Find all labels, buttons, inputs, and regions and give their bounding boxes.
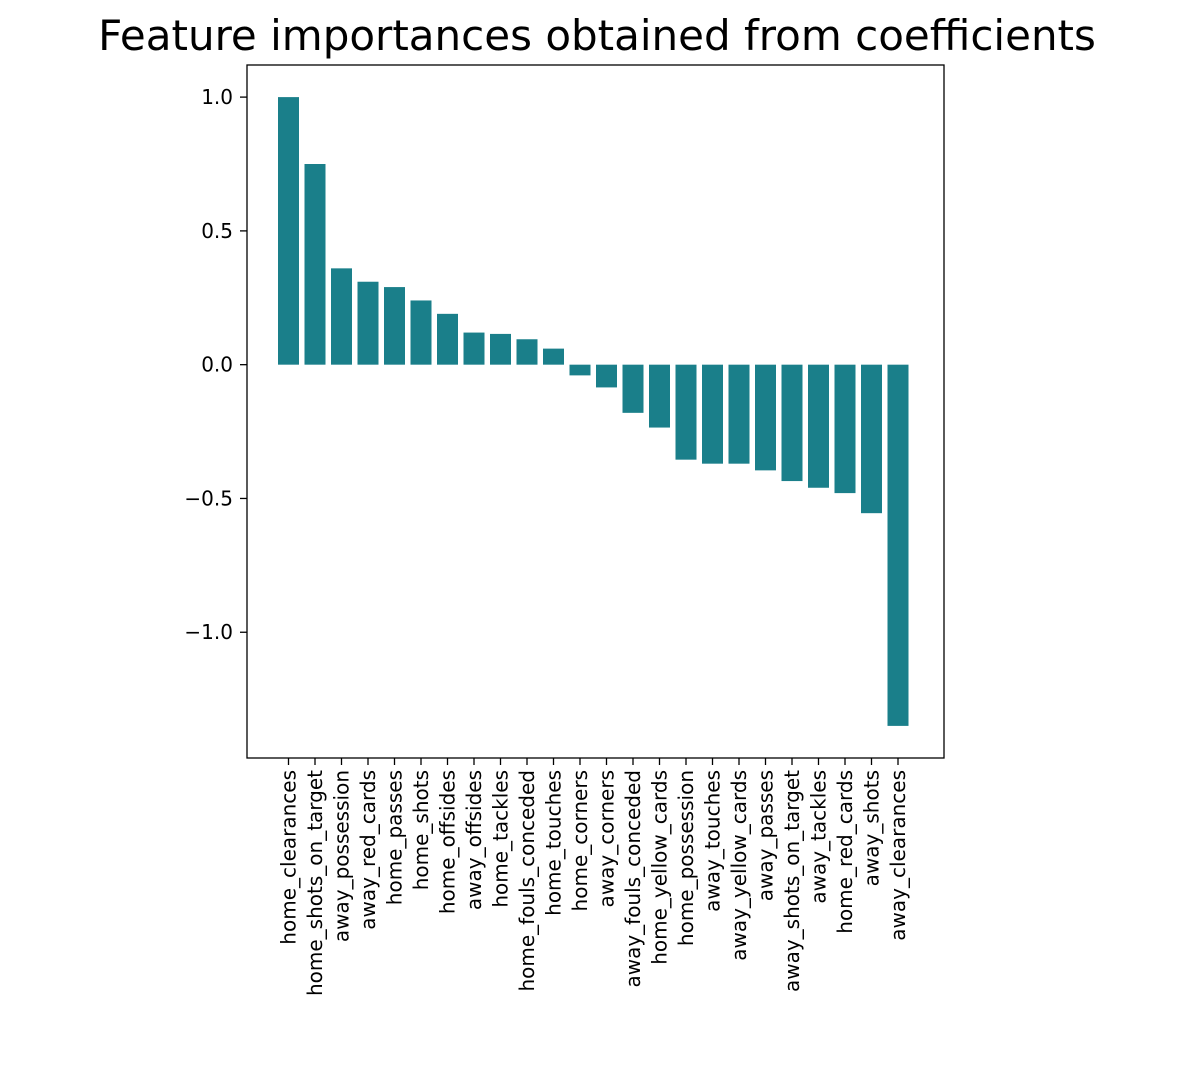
x-tick-label: away_yellow_cards [727, 770, 751, 961]
x-tick-label: home_yellow_cards [648, 770, 672, 965]
bar-away_fouls_conceded [622, 364, 644, 413]
y-tick-label: 0.0 [201, 353, 233, 377]
y-axis: 1.0 0.5 0.0 −0.5 −1.0 [184, 85, 247, 644]
bar-away_shots_on_target [781, 364, 803, 482]
bar-away_shots [861, 364, 882, 514]
x-tick-label: home_red_cards [833, 770, 857, 934]
bar-away_red_cards [357, 281, 379, 365]
x-tick-label: home_fouls_conceded [515, 770, 539, 992]
bar-away_possession [331, 268, 352, 365]
x-tick-label: home_tackles [489, 770, 513, 908]
plot-frame [246, 64, 945, 759]
x-tick-label: away_shots [860, 770, 884, 886]
bar-away_corners [596, 364, 617, 388]
x-tick-label: home_offsides [436, 770, 460, 914]
x-axis: home_clearances home_shots_on_target away_… [277, 758, 910, 996]
x-tick-label: away_fouls_conceded [621, 770, 645, 988]
y-tick-label: −1.0 [184, 620, 233, 644]
x-tick-label: home_shots [409, 770, 433, 890]
x-tick-label: home_possession [674, 770, 698, 946]
bar-home_corners [569, 364, 591, 376]
x-tick-label: away_clearances [886, 770, 910, 941]
x-tick-label: away_tackles [807, 770, 831, 904]
bar-home_touches [543, 348, 564, 365]
y-tick-label: 0.5 [201, 219, 233, 243]
y-tick-label: 1.0 [201, 85, 233, 109]
bar-away_tackles [808, 364, 829, 488]
chart-title: Feature importances obtained from coeffi… [98, 11, 1096, 60]
bar-home_clearances [278, 97, 299, 365]
bar-away_yellow_cards [728, 364, 750, 464]
x-tick-label: home_passes [383, 770, 407, 905]
x-tick-label: home_touches [542, 770, 566, 916]
x-tick-label: away_red_cards [356, 770, 380, 930]
bar-away_clearances [887, 364, 909, 726]
x-tick-label: away_offsides [462, 770, 486, 910]
bar-home_red_cards [834, 364, 856, 494]
bar-home_passes [384, 287, 405, 365]
bars-group [278, 97, 909, 726]
bar-home_yellow_cards [649, 364, 670, 428]
bar-home_offsides [437, 313, 458, 365]
x-tick-label: home_clearances [277, 770, 301, 945]
x-tick-label: home_corners [568, 770, 592, 911]
bar-away_passes [755, 364, 776, 471]
bar-home_tackles [490, 333, 511, 365]
bar-home_possession [675, 364, 697, 460]
bar-home_shots_on_target [304, 164, 326, 365]
bar-home_fouls_conceded [516, 339, 538, 365]
x-tick-label: away_possession [330, 770, 354, 942]
bar-home_shots [410, 300, 432, 365]
bar-away_touches [702, 364, 723, 464]
x-tick-label: away_shots_on_target [780, 770, 804, 992]
x-tick-label: home_shots_on_target [303, 770, 327, 996]
x-tick-label: away_corners [595, 770, 619, 907]
x-tick-label: away_passes [754, 770, 778, 901]
y-tick-label: −0.5 [184, 486, 233, 510]
x-tick-label: away_touches [701, 770, 725, 912]
bar-away_offsides [463, 332, 485, 365]
